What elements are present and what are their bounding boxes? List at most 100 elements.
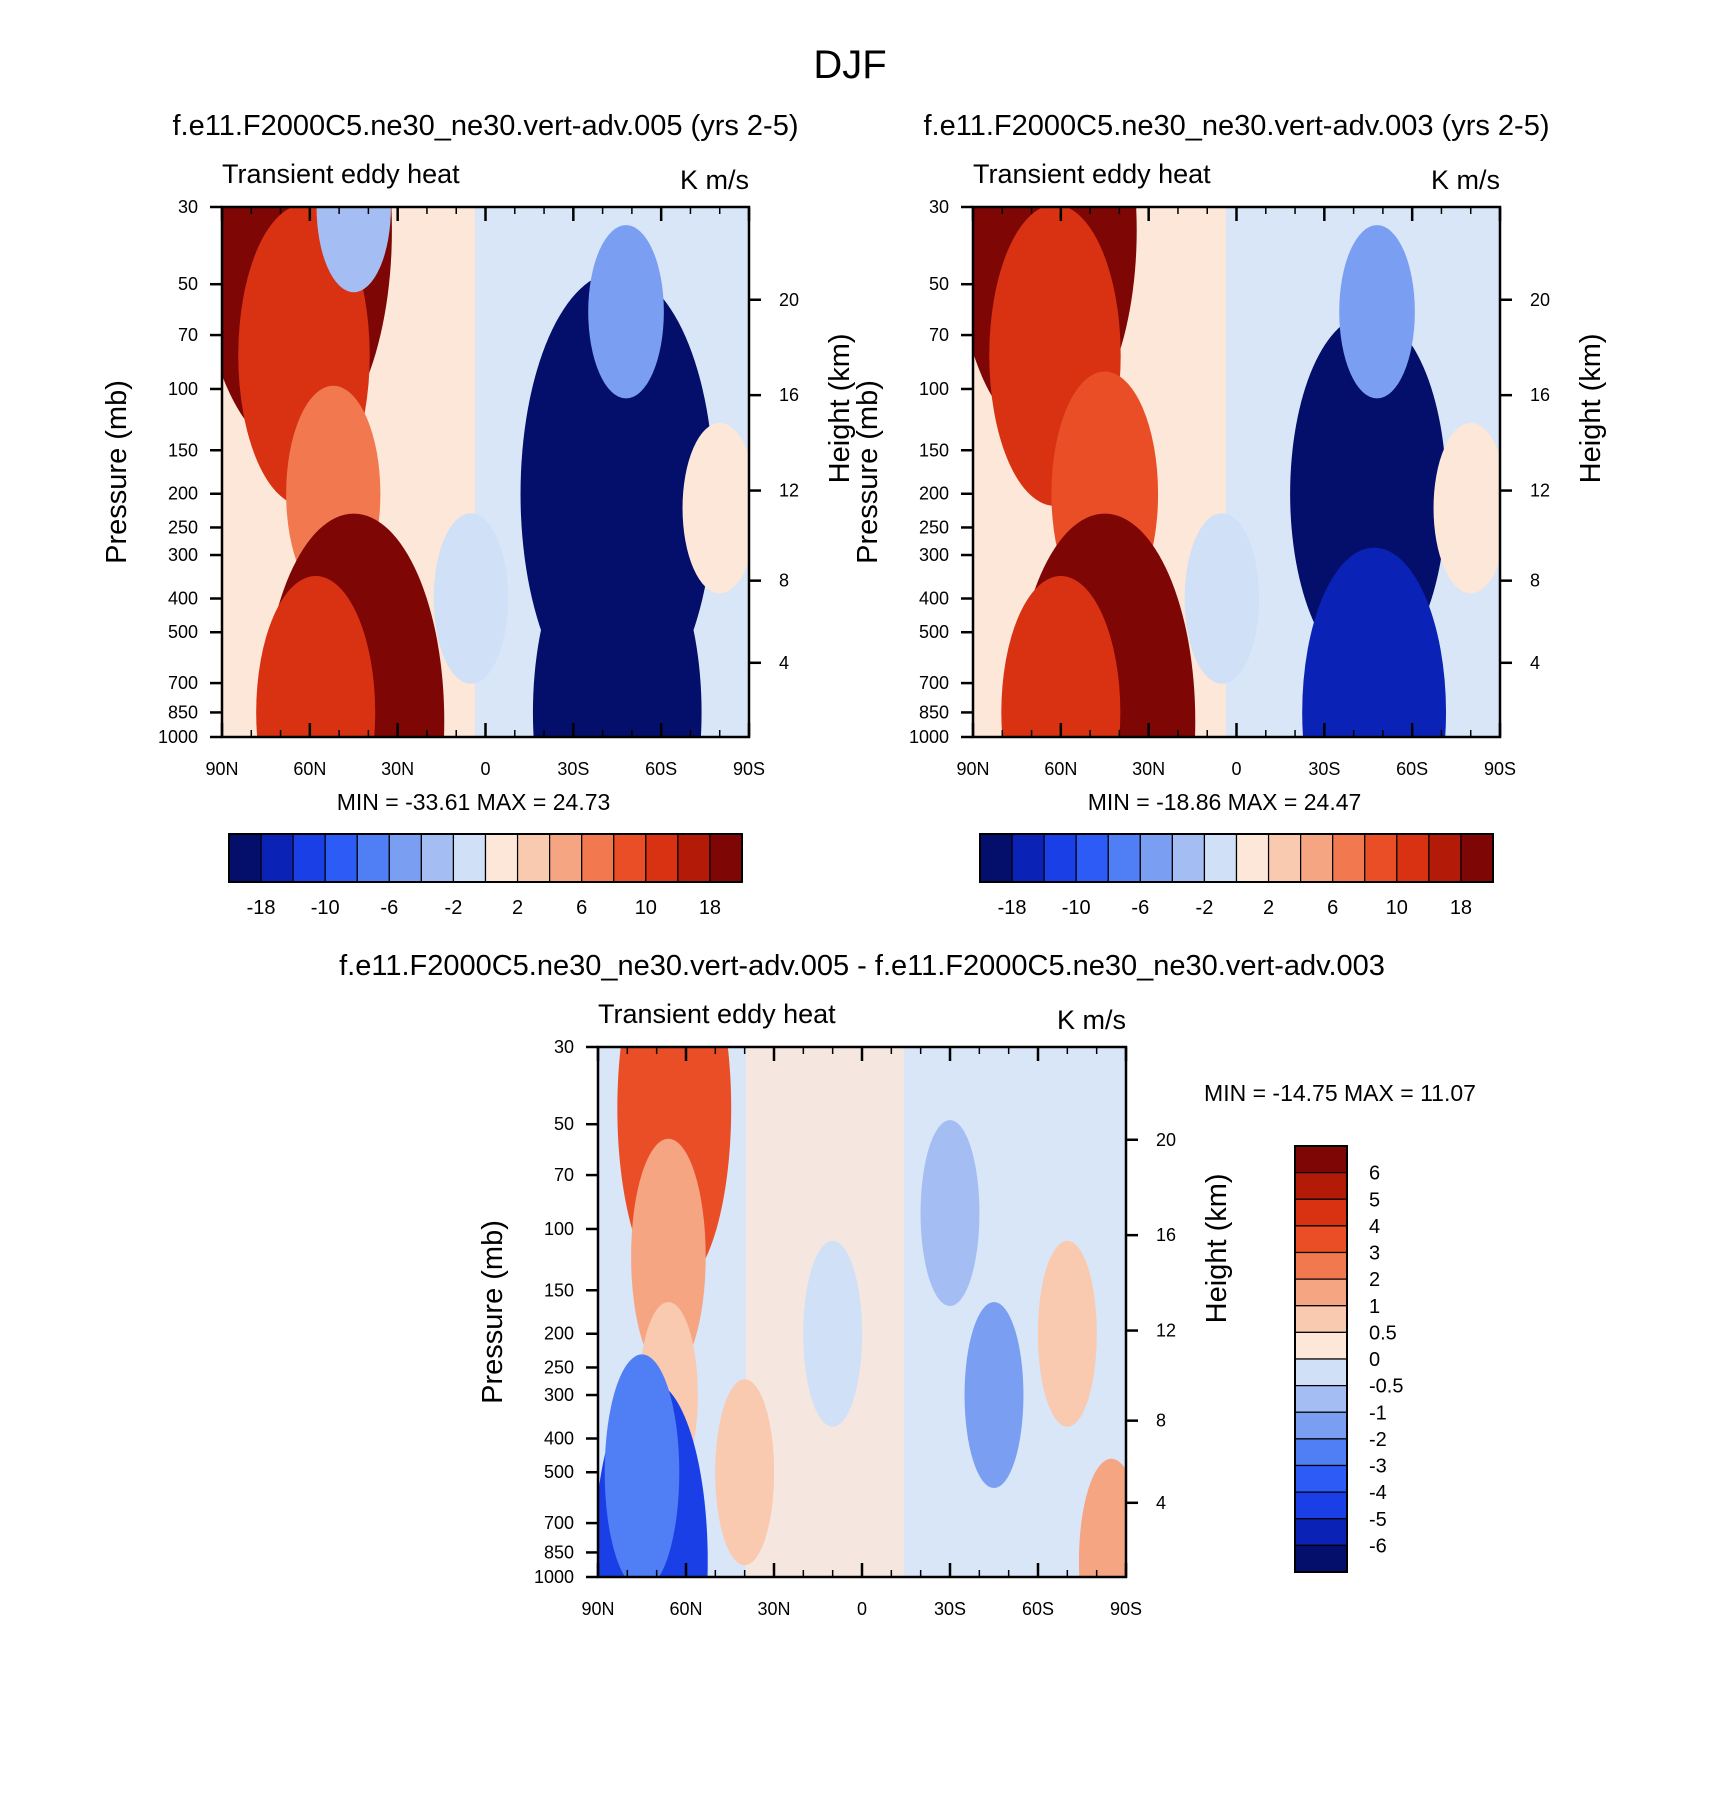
contour-blob <box>1184 513 1260 684</box>
x-tick-label: 0 <box>480 759 490 779</box>
y-tick-label: 250 <box>544 1357 574 1377</box>
colorbar-label: 6 <box>576 897 587 919</box>
y-tick-label: 400 <box>168 589 198 609</box>
y-tick-label: 1000 <box>909 727 949 747</box>
panel-title: f.e11.F2000C5.ne30_ne30.vert-adv.003 (yr… <box>923 110 1549 142</box>
colorbar-swatch <box>549 833 583 883</box>
colorbar-label: -6 <box>380 897 398 919</box>
colorbar-swatch <box>1294 1544 1348 1573</box>
colorbar-swatch <box>1428 833 1462 883</box>
y-tick-label: 1000 <box>158 727 198 747</box>
colorbar-swatch <box>1107 833 1141 883</box>
colorbar-label: 0 <box>1369 1349 1380 1371</box>
stats-label: MIN = -18.86 MAX = 24.47 <box>1088 789 1362 815</box>
colorbar-label: 6 <box>1327 897 1338 919</box>
colorbar-swatch <box>1294 1278 1348 1307</box>
y-right-axis-title: Height (km) <box>1201 1173 1233 1323</box>
colorbar-swatch <box>1294 1411 1348 1440</box>
x-tick-label: 90S <box>733 759 765 779</box>
contour-blob <box>604 1354 680 1577</box>
y-tick-label: 300 <box>544 1385 574 1405</box>
y-tick-label: 1000 <box>534 1567 574 1587</box>
x-tick-label: 60S <box>1396 759 1428 779</box>
colorbar-swatch <box>260 833 294 883</box>
x-tick-label: 90S <box>1110 1599 1142 1619</box>
x-tick-label: 0 <box>1231 759 1241 779</box>
contour-blob <box>316 207 391 293</box>
contour-blob <box>532 519 702 737</box>
colorbar-label: -3 <box>1369 1456 1387 1478</box>
colorbar-swatch <box>1294 1438 1348 1467</box>
contour-blob <box>803 1240 863 1427</box>
colorbar-frame <box>979 833 1494 883</box>
colorbar-swatch <box>516 833 551 883</box>
colorbar-label: -1 <box>1369 1402 1387 1424</box>
colorbar-label: -2 <box>445 897 463 919</box>
x-tick-label: 0 <box>857 1599 867 1619</box>
colorbar-swatch <box>1294 1305 1348 1333</box>
colorbar-swatch <box>1294 1331 1348 1360</box>
colorbar-label: 2 <box>512 897 523 919</box>
colorbar-label: -10 <box>1062 897 1091 919</box>
contour-blob <box>920 1120 980 1307</box>
colorbar-label: -2 <box>1196 897 1214 919</box>
colorbar-label: -6 <box>1369 1535 1387 1557</box>
colorbar-swatch <box>1294 1251 1348 1280</box>
x-tick-label: 30N <box>1132 759 1165 779</box>
colorbar-swatch <box>1139 833 1173 883</box>
y-tick-label: 150 <box>544 1280 574 1300</box>
y-right-axis-title: Height (km) <box>1575 333 1607 483</box>
panel-1: f.e11.F2000C5.ne30_ne30.vert-adv.005 (yr… <box>101 110 856 919</box>
colorbar-swatch <box>1364 833 1398 883</box>
y-tick-label: 500 <box>544 1462 574 1482</box>
colorbar-label: -2 <box>1369 1429 1387 1451</box>
y-right-tick-label: 8 <box>1530 571 1540 591</box>
y-tick-label: 700 <box>544 1513 574 1533</box>
colorbar-swatch <box>452 833 487 883</box>
x-tick-label: 60N <box>1044 759 1077 779</box>
y-tick-label: 70 <box>178 325 198 345</box>
contour-blob <box>682 422 749 594</box>
panel-units-label: K m/s <box>1431 165 1500 195</box>
colorbar-swatch <box>613 833 647 883</box>
y-right-tick-label: 4 <box>1530 653 1540 673</box>
colorbar-swatch <box>709 833 743 883</box>
y-right-tick-label: 8 <box>1156 1411 1166 1431</box>
x-tick-label: 60N <box>669 1599 702 1619</box>
colorbar-swatch <box>1294 1225 1348 1254</box>
colorbar-swatch <box>581 833 615 883</box>
heatmap-field <box>598 1047 1126 1577</box>
y-tick-label: 850 <box>919 702 949 722</box>
panel-variable-label: Transient eddy heat <box>973 159 1211 189</box>
y-right-tick-label: 12 <box>1156 1321 1176 1341</box>
y-tick-label: 250 <box>919 517 949 537</box>
contour-blob <box>1001 576 1121 737</box>
colorbar-swatch <box>979 833 1013 883</box>
colorbar-label: 5 <box>1369 1189 1380 1211</box>
y-tick-label: 200 <box>919 484 949 504</box>
y-tick-label: 250 <box>168 517 198 537</box>
y-tick-label: 300 <box>919 545 949 565</box>
y-axis-title: Pressure (mb) <box>477 1220 509 1404</box>
y-right-axis-title: Height (km) <box>824 333 856 483</box>
y-right-tick-label: 8 <box>779 571 789 591</box>
colorbar-label: -5 <box>1369 1509 1387 1531</box>
colorbar-swatch <box>484 833 519 883</box>
y-tick-label: 850 <box>168 702 198 722</box>
y-right-tick-label: 12 <box>1530 481 1550 501</box>
colorbar-swatch <box>1294 1198 1348 1227</box>
colorbar-swatch <box>1460 833 1494 883</box>
contour-blob <box>433 513 509 684</box>
x-tick-label: 90N <box>956 759 989 779</box>
y-tick-label: 100 <box>168 379 198 399</box>
colorbar-swatch <box>1294 1145 1348 1174</box>
colorbar-swatch <box>1075 833 1109 883</box>
y-right-tick-label: 20 <box>779 290 799 310</box>
contour-blob <box>588 225 664 399</box>
y-tick-label: 30 <box>554 1037 574 1057</box>
colorbar: -18 -10 -6 -2 2 6 10 18 <box>228 833 743 919</box>
colorbar-swatch <box>677 833 711 883</box>
contour-blob <box>1339 225 1415 399</box>
x-tick-label: 60N <box>293 759 326 779</box>
colorbar: 6 5 4 3 2 1 0.5 0 -0.5 -1 -2 -3 -4 -5 -6 <box>1294 1145 1403 1573</box>
